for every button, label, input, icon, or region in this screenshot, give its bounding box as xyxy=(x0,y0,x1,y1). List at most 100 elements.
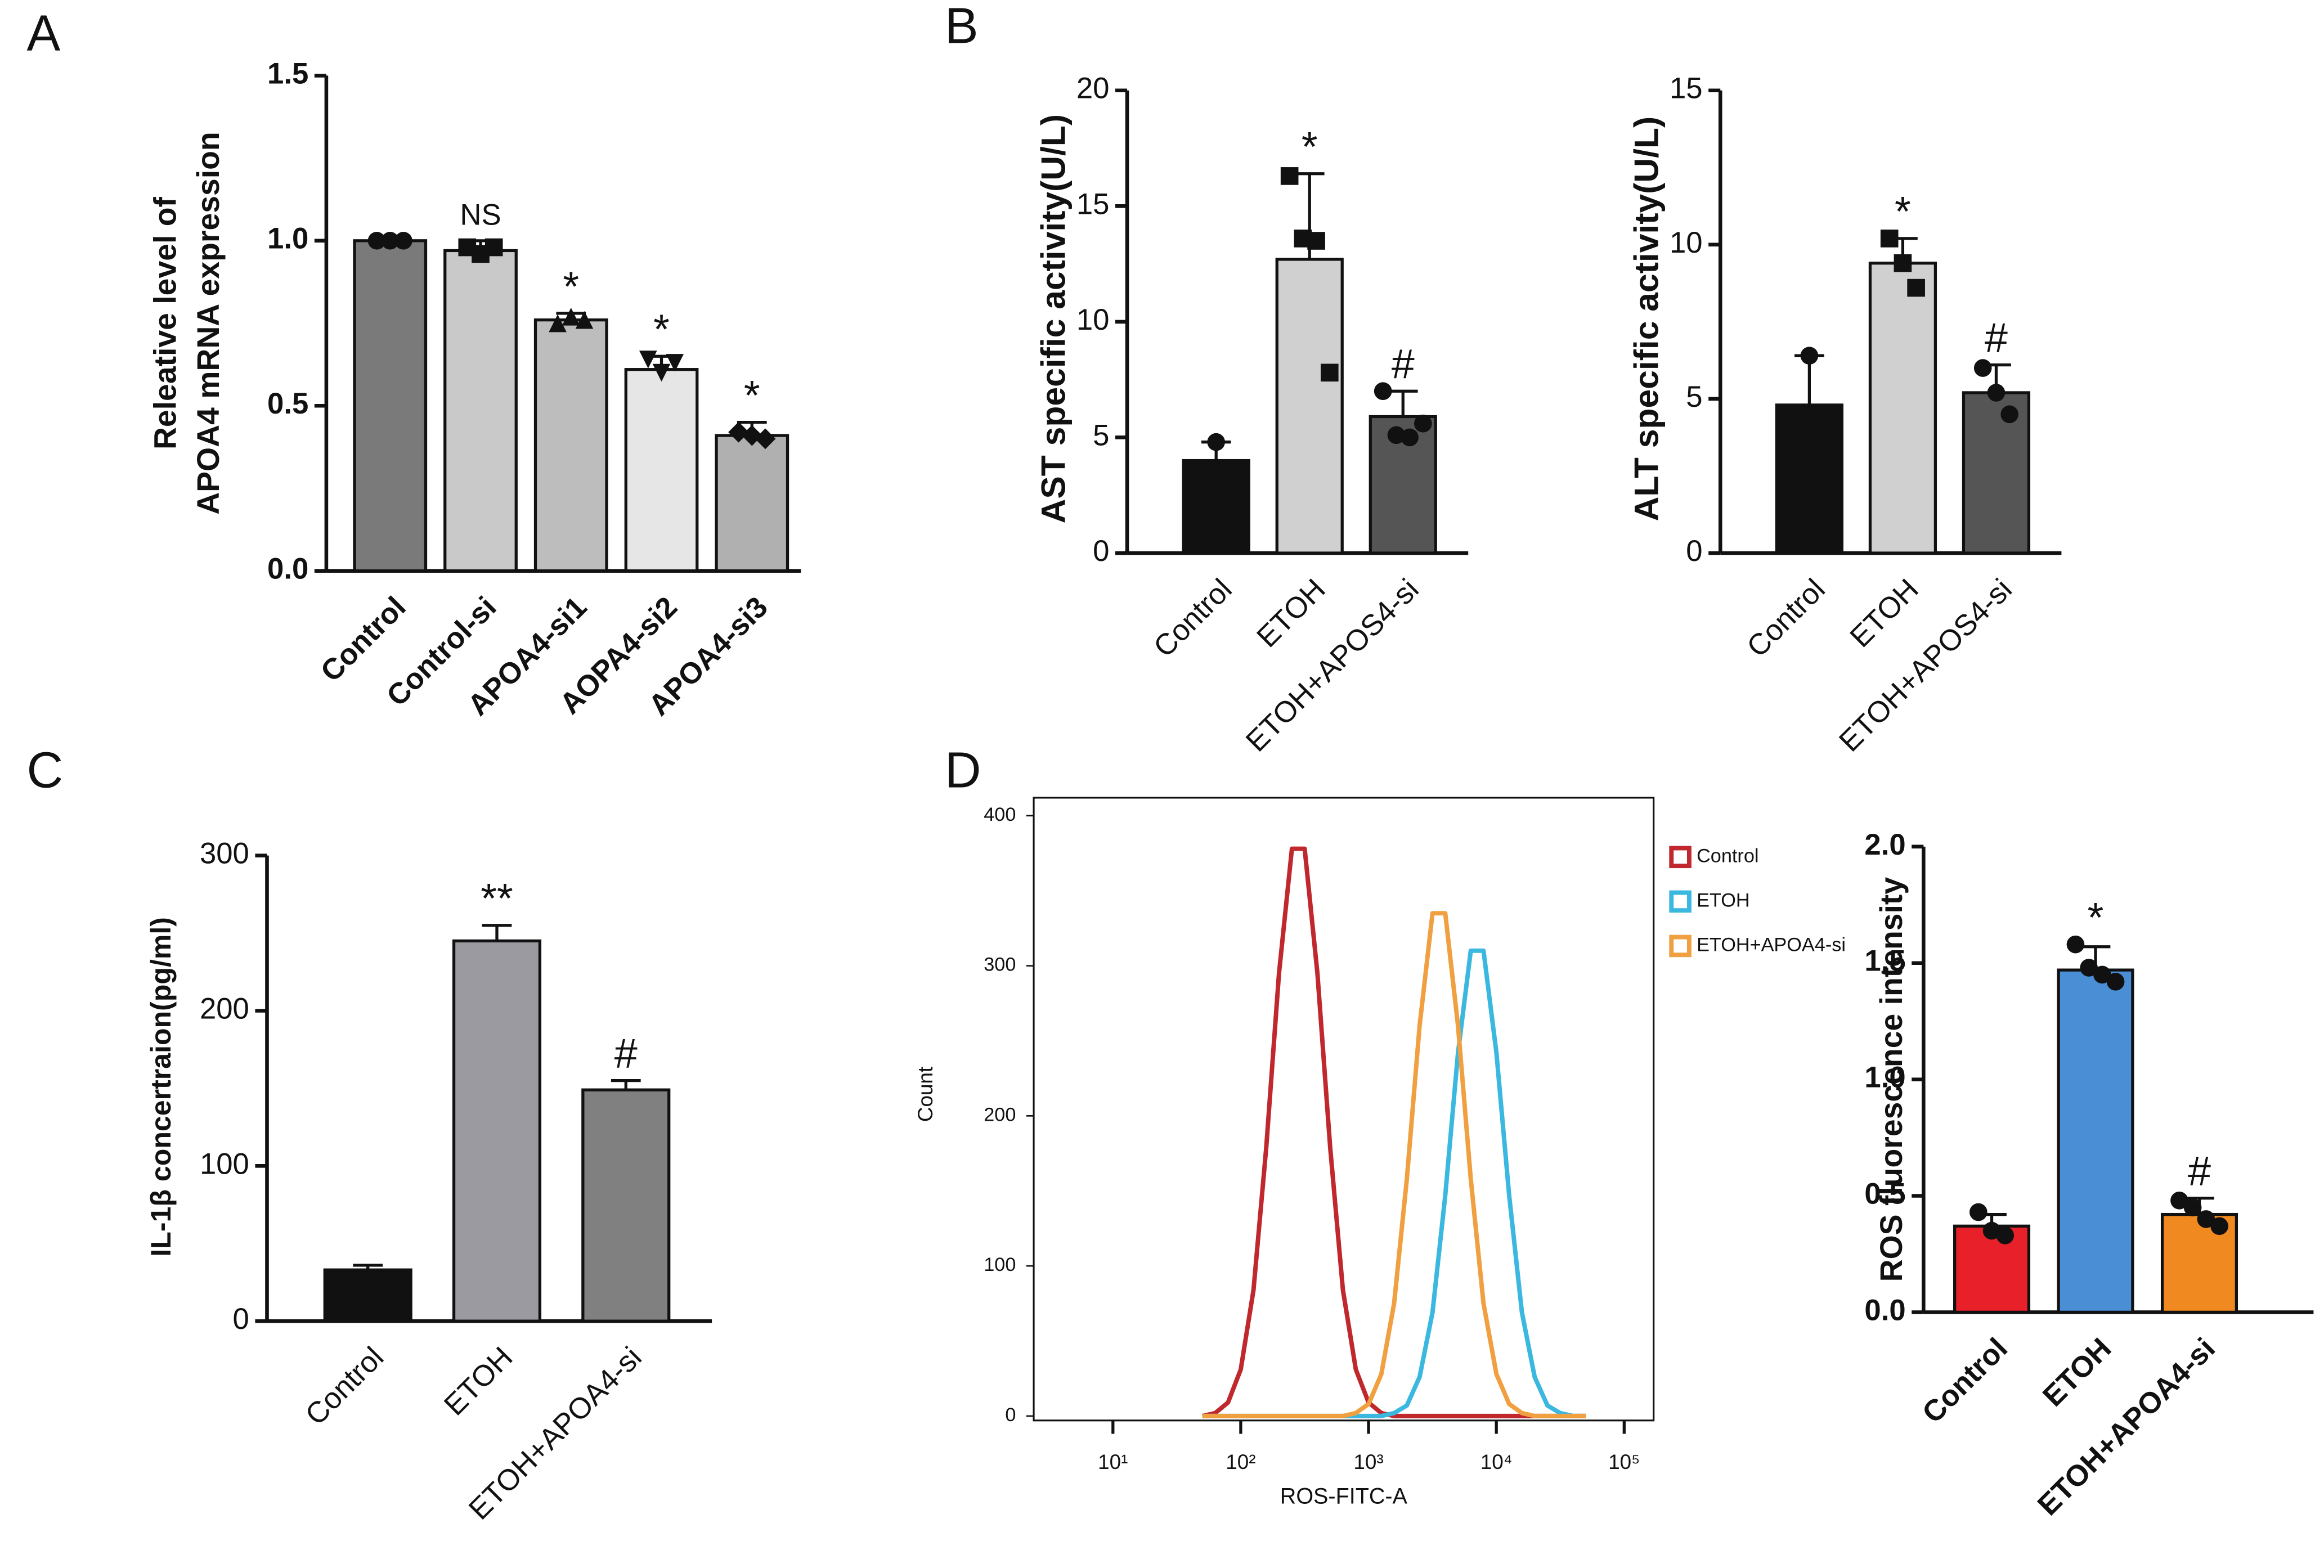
y-tick-label: 1.0 xyxy=(1864,1061,1905,1094)
annotation: * xyxy=(653,306,670,353)
annotation: * xyxy=(744,372,760,419)
annotation: NS xyxy=(460,199,501,232)
y-tick-label: 0.0 xyxy=(267,552,308,586)
plot-frame xyxy=(1033,797,1655,1422)
data-point xyxy=(755,428,776,450)
annotation: # xyxy=(1392,341,1415,388)
bar xyxy=(715,434,789,573)
annotation: # xyxy=(1985,315,2008,361)
histogram-line xyxy=(1202,911,1586,1418)
bar xyxy=(624,368,699,573)
bar xyxy=(533,318,608,573)
x-tick-label: ETOH+APOA4-si xyxy=(2031,1332,2222,1522)
data-point xyxy=(1982,1221,2001,1240)
x-tick-label: 10³ xyxy=(1353,1450,1383,1473)
panel-letter: B xyxy=(945,0,979,53)
data-point xyxy=(1907,278,1925,297)
bar xyxy=(2057,968,2134,1314)
legend-label: Control xyxy=(1697,845,1758,866)
y-tick-label: 0 xyxy=(1686,534,1702,568)
data-point xyxy=(1414,414,1432,433)
x-axis-label: ROS-FITC-A xyxy=(1280,1484,1408,1508)
annotation: * xyxy=(1302,123,1318,170)
y-axis-label: IL-1β concertraion(pg/ml) xyxy=(145,917,177,1257)
y-tick-label: 200 xyxy=(200,992,249,1025)
y-tick-label: 1.5 xyxy=(1864,945,1905,978)
data-point xyxy=(666,354,684,372)
x-tick-label: Control xyxy=(299,1341,390,1432)
data-point xyxy=(2197,1210,2215,1228)
bar xyxy=(1182,459,1250,555)
y-tick-label: 100 xyxy=(200,1147,249,1180)
legend-swatch xyxy=(1669,890,1692,913)
data-point xyxy=(652,363,671,382)
x-tick-label: ETOH xyxy=(1250,573,1332,654)
data-point xyxy=(1207,433,1226,451)
data-point xyxy=(2000,405,2018,424)
panel-letter: C xyxy=(27,742,64,798)
data-point xyxy=(1374,382,1392,401)
legend-label: ETOH+APOA4-si xyxy=(1697,934,1846,955)
y-tick-label: 15 xyxy=(1076,187,1110,221)
y-tick-label: 0 xyxy=(1093,534,1109,568)
y-tick-label: 0.5 xyxy=(1864,1177,1905,1210)
data-point xyxy=(1800,347,1819,365)
x-tick-label: ETOH xyxy=(1843,573,1925,654)
y-tick-label: 300 xyxy=(200,837,249,870)
histogram-line xyxy=(1202,948,1586,1418)
annotation: * xyxy=(1895,188,1911,235)
legend-swatch xyxy=(1669,846,1692,869)
bar xyxy=(1962,391,2031,555)
y-tick-label: 400 xyxy=(984,804,1016,825)
data-point xyxy=(1387,426,1406,444)
data-point xyxy=(575,311,594,329)
data-point xyxy=(2170,1191,2188,1210)
y-tick-label: 0.5 xyxy=(267,387,308,420)
bar xyxy=(452,939,542,1323)
data-point xyxy=(2093,965,2111,984)
annotation: * xyxy=(563,263,579,309)
y-axis-label: AST specific activity(U/L) xyxy=(1034,114,1073,524)
bar xyxy=(1275,258,1344,555)
annotation: ** xyxy=(481,875,513,922)
y-tick-label: 15 xyxy=(1670,72,1703,105)
y-tick-label: 5 xyxy=(1686,380,1702,414)
y-tick-label: 20 xyxy=(1076,72,1110,105)
y-tick-label: 200 xyxy=(984,1104,1016,1125)
y-tick-label: 1.0 xyxy=(267,222,308,255)
data-point xyxy=(381,232,400,250)
data-point xyxy=(1401,428,1419,447)
x-tick-label: 10¹ xyxy=(1098,1450,1128,1473)
y-tick-label: 5 xyxy=(1093,419,1109,452)
x-tick-label: Control xyxy=(1916,1332,2014,1430)
panel-letter: A xyxy=(27,5,61,61)
data-point xyxy=(394,232,412,250)
data-point xyxy=(639,351,657,369)
y-axis-label: ALT specific activity(U/L) xyxy=(1627,116,1666,522)
x-tick-label: 10² xyxy=(1226,1450,1255,1473)
bar xyxy=(443,249,518,573)
data-point xyxy=(1969,1203,1987,1221)
legend-swatch xyxy=(1669,934,1692,958)
y-tick-label: 0 xyxy=(233,1302,249,1336)
y-tick-label: 2.0 xyxy=(1864,828,1905,861)
annotation: * xyxy=(2088,894,2104,941)
x-tick-label: Control xyxy=(1740,573,1832,664)
annotation: # xyxy=(2188,1148,2211,1194)
data-point xyxy=(1280,167,1299,185)
data-point xyxy=(2066,935,2085,954)
x-tick-label: 10⁵ xyxy=(1608,1450,1640,1473)
y-axis-label: APOA4 mRNA expression xyxy=(191,132,226,515)
data-point xyxy=(1307,232,1325,250)
y-tick-label: 0.0 xyxy=(1864,1293,1905,1327)
x-tick-label: ETOH xyxy=(2036,1332,2118,1413)
y-axis-label: ROS fluorescence intensity xyxy=(1874,877,1909,1282)
y-tick-label: 10 xyxy=(1076,303,1110,336)
data-point xyxy=(549,314,567,333)
data-point xyxy=(562,307,580,326)
data-point xyxy=(728,421,750,443)
bar xyxy=(581,1088,671,1323)
x-tick-label: ETOH xyxy=(438,1341,519,1422)
y-tick-label: 1.5 xyxy=(267,57,308,90)
